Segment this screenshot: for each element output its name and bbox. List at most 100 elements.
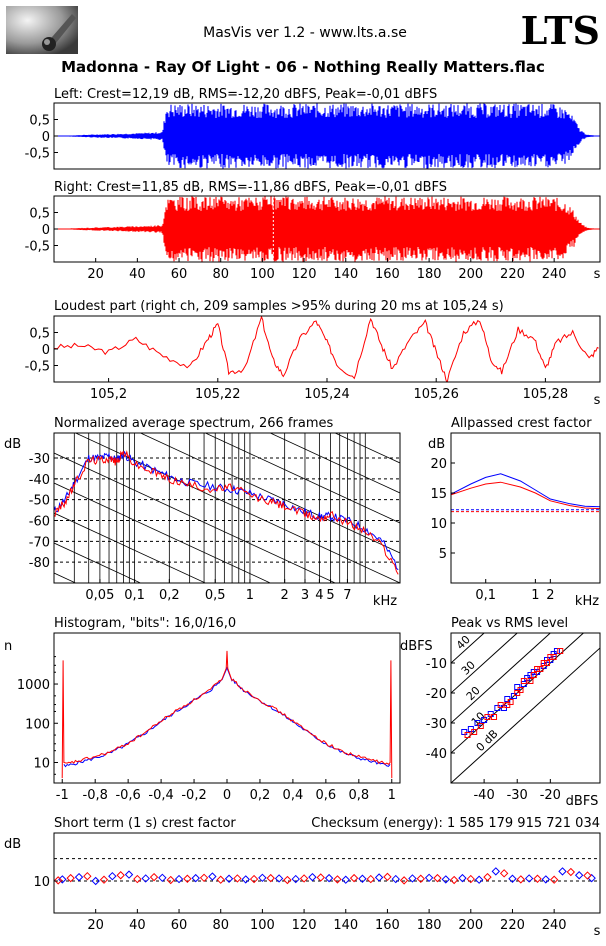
peakrms-point <box>530 672 537 678</box>
x-tick-label: 0,2 <box>250 788 271 803</box>
x-unit-label: kHz <box>575 594 599 609</box>
shortterm-point <box>241 875 250 884</box>
plot-area <box>61 650 393 779</box>
x-tick-label: 100 <box>250 267 275 282</box>
plot-frame <box>53 832 601 914</box>
x-tick-label: 105,26 <box>413 387 459 402</box>
x-tick-label: 40 <box>129 267 146 282</box>
x-tick-label: 0,6 <box>316 788 337 803</box>
shortterm-title: Short term (1 s) crest factor <box>54 816 236 831</box>
shortterm-point <box>191 873 200 883</box>
x-tick-label: 20 <box>87 918 104 933</box>
shortterm-point <box>299 874 309 883</box>
x-tick-label: 105,24 <box>304 387 350 402</box>
peakrms-point <box>540 660 547 666</box>
plot-area <box>54 103 600 169</box>
x-tick-label: 80 <box>212 918 229 933</box>
slope-gridline <box>74 433 400 583</box>
y-axis-label: dBFS <box>400 639 433 654</box>
x-tick-label: -0,4 <box>148 788 173 803</box>
plot-frame <box>450 632 601 784</box>
peakrms-point <box>507 699 514 705</box>
shortterm-point <box>158 873 167 883</box>
x-tick-label: 80 <box>212 267 229 282</box>
diagonal-label: 40 <box>454 633 473 652</box>
allpassed-title: Allpassed crest factor <box>451 416 592 431</box>
shortterm-point <box>583 871 592 880</box>
plot-area <box>54 433 400 583</box>
shortterm-point <box>433 873 442 883</box>
average-spectrum-plot: Normalized average spectrum, 266 frames d… <box>4 416 401 609</box>
shortterm-point <box>99 875 109 884</box>
y-tick-label: -40 <box>29 473 50 488</box>
peakrms-point <box>497 702 504 708</box>
diagonal-label: 30 <box>459 659 478 678</box>
y-tick-label: 0 <box>42 223 50 238</box>
logo-photo <box>6 6 78 54</box>
y-tick-label: 1000 <box>17 678 50 693</box>
y-tick-label: -30 <box>426 717 447 732</box>
peakrms-point <box>520 678 527 684</box>
peakrms-point <box>471 729 478 735</box>
shortterm-point <box>141 874 150 883</box>
y-tick-label: -20 <box>426 687 447 702</box>
y-tick-label: 0,5 <box>29 114 50 129</box>
peakrms-point <box>547 654 554 660</box>
plot-frame <box>450 432 601 584</box>
x-tick-label: 180 <box>417 918 442 933</box>
y-axis-label: dB <box>4 437 21 452</box>
x-tick-label: 1 <box>388 788 396 803</box>
x-tick-label: 60 <box>171 918 188 933</box>
diagonal-label: 20 <box>464 684 483 703</box>
crest-diagonal <box>451 647 600 783</box>
shortterm-point <box>366 874 375 884</box>
peakrms-title: Peak vs RMS level <box>451 616 568 631</box>
y-tick-label: 10 <box>33 875 50 890</box>
loudest-title: Loudest part (right ch, 209 samples >95%… <box>54 299 504 314</box>
shortterm-point <box>383 872 392 882</box>
x-tick-label: 2 <box>546 588 554 603</box>
x-tick-label: 0,1 <box>475 588 496 603</box>
slope-gridline <box>54 512 207 583</box>
microphone-photo-icon <box>6 6 78 54</box>
shortterm-point <box>54 876 63 885</box>
x-tick-label: 240 <box>542 918 567 933</box>
x-tick-label: 2 <box>281 588 289 603</box>
x-tick-label: 0,8 <box>348 788 369 803</box>
y-axis-label: dB <box>4 837 21 852</box>
y-tick-label: 100 <box>25 717 50 732</box>
x-tick-label: 220 <box>500 918 525 933</box>
x-tick-label: 100 <box>250 918 275 933</box>
x-tick-label: -40 <box>473 788 494 803</box>
y-tick-label: -0,5 <box>25 240 50 255</box>
allpassed-series-0 <box>451 473 600 508</box>
peakrms-point <box>477 723 484 729</box>
shortterm-point <box>466 874 476 884</box>
shortterm-point <box>249 874 259 884</box>
x-tick-label: 120 <box>292 267 317 282</box>
short-term-crest-factor-plot: Short term (1 s) crest factor Checksum (e… <box>4 816 601 939</box>
x-tick-label: 5 <box>326 588 334 603</box>
shortterm-point <box>566 867 576 877</box>
y-tick-label: -0,5 <box>25 147 50 162</box>
checksum-text: Checksum (energy): 1 585 179 915 721 034 <box>311 816 600 831</box>
spectrum-series-1 <box>54 450 399 575</box>
shortterm-point <box>83 871 92 881</box>
shortterm-point <box>149 872 159 882</box>
x-tick-label: 200 <box>458 918 483 933</box>
plot-area <box>54 858 600 886</box>
shortterm-point <box>274 874 284 883</box>
shortterm-point <box>291 874 300 884</box>
shortterm-point <box>174 874 184 884</box>
peakrms-point <box>484 714 491 720</box>
shortterm-point <box>399 876 409 885</box>
allpassed-series-1 <box>451 481 600 510</box>
x-unit-label: s <box>594 393 601 408</box>
peakrms-point <box>550 654 557 660</box>
x-tick-label: 0,5 <box>205 588 226 603</box>
y-axis-label: dB <box>428 437 445 452</box>
shortterm-point <box>266 873 275 883</box>
x-unit-label: s <box>594 267 601 282</box>
shortterm-point <box>66 873 75 883</box>
